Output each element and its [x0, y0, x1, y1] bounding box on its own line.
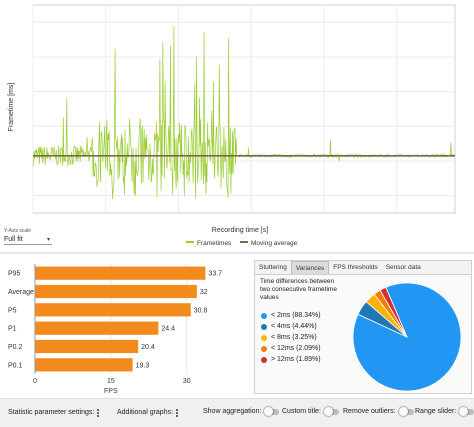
additional-graphs-label: Additional graphs:	[117, 409, 174, 417]
x-axis-label: Recording time [s]	[212, 227, 268, 234]
dot-icon	[261, 312, 267, 319]
legend-item: < 12ms (2.09%)	[261, 343, 321, 354]
bar-value-label: 20.4	[141, 344, 155, 351]
custom-title-toggle[interactable]	[323, 406, 339, 416]
fps-bar	[35, 339, 139, 354]
fps-bar	[35, 284, 197, 299]
y-scale-select[interactable]: Full fit ▾	[4, 236, 52, 245]
panel-divider[interactable]	[0, 252, 474, 254]
range-slider-option: Range slider:	[415, 406, 474, 416]
bar-value-label: 30.8	[194, 307, 208, 314]
chart-legend: Frametimes Moving average	[186, 240, 298, 247]
show-aggregation-toggle[interactable]	[264, 406, 280, 416]
tab-fps-thresholds[interactable]: FPS thresholds	[333, 264, 378, 271]
fps-bar-chart: 0 15 30 P95 33.7 Average 32 P5 30.8 P1 24.4 P0.2 20.…	[8, 264, 222, 395]
custom-title-option: Custom title:	[282, 406, 339, 416]
legend-moving-average: Moving average	[251, 240, 298, 247]
legend-frametimes: Frametimes	[197, 240, 232, 247]
bar-value-label: 24.4	[161, 326, 175, 333]
fps-bar	[35, 321, 159, 335]
range-slider-label: Range slider:	[415, 408, 457, 415]
legend-label: > 12ms (1.89%)	[271, 356, 321, 363]
remove-outliers-label: Remove outliers:	[343, 408, 396, 415]
variances-title: Time differences between two consecutive…	[260, 278, 337, 301]
fps-bar	[35, 358, 133, 372]
dot-icon	[261, 345, 267, 352]
dot-icon	[261, 356, 267, 363]
plot-area	[32, 4, 456, 214]
variances-legend: < 2ms (88.34%) < 4ms (4.44%) < 8ms (3.25…	[261, 310, 321, 365]
statistics-tabs: Stuttering Variances FPS thresholds Sens…	[255, 261, 471, 275]
frametime-chart-panel: Frametimes Moving average Frametime [ms]…	[4, 4, 456, 247]
category-label: P1	[8, 326, 17, 333]
legend-label: < 12ms (2.09%)	[271, 345, 321, 352]
legend-item: < 2ms (88.34%)	[261, 310, 321, 321]
legend-item: < 4ms (4.44%)	[261, 321, 321, 332]
bottom-options-bar: Statistic parameter settings: Additional…	[0, 398, 474, 427]
more-vert-icon[interactable]	[97, 408, 100, 418]
fps-bar	[35, 303, 191, 317]
show-aggregation-option: Show aggregation:	[203, 406, 280, 416]
fps-bar	[35, 266, 206, 280]
legend-label: < 8ms (3.25%)	[271, 334, 317, 341]
x-tick-label: 30	[183, 378, 191, 385]
bar-value-label: 33.7	[208, 271, 222, 278]
custom-title-label: Custom title:	[282, 408, 321, 415]
show-aggregation-label: Show aggregation:	[203, 408, 262, 415]
dot-icon	[261, 334, 267, 341]
bar-value-label: 19.3	[136, 362, 150, 369]
dot-icon	[261, 323, 267, 330]
x-tick-label: 0	[33, 378, 37, 385]
y-scale-label: Y-Axis scale	[4, 228, 32, 234]
statistic-settings-option: Statistic parameter settings:	[8, 408, 100, 418]
range-slider-toggle[interactable]	[459, 406, 474, 416]
statistics-panel: Stuttering Variances FPS thresholds Sens…	[254, 260, 472, 394]
y-scale-value: Full fit	[4, 236, 23, 243]
category-label: P0.1	[8, 362, 23, 369]
legend-item: < 8ms (3.25%)	[261, 332, 321, 343]
pie-slice	[379, 286, 408, 338]
fps-bar-chart-panel: 0 15 30 P95 33.7 Average 32 P5 30.8 P1 24.4 P0.2 20.…	[0, 256, 250, 396]
legend-item: > 12ms (1.89%)	[261, 354, 321, 365]
tab-sensor-data[interactable]: Sensor data	[385, 264, 421, 271]
category-label: Average	[8, 289, 34, 296]
more-vert-icon[interactable]	[176, 408, 179, 418]
y-axis-label: Frametime [ms]	[8, 83, 15, 132]
tab-variances[interactable]: Variances	[290, 261, 330, 274]
legend-label: < 4ms (4.44%)	[271, 323, 317, 330]
legend-label: < 2ms (88.34%)	[271, 312, 321, 319]
remove-outliers-option: Remove outliers:	[343, 406, 414, 416]
chevron-down-icon: ▾	[46, 237, 50, 243]
category-label: P95	[8, 271, 21, 278]
category-label: P5	[8, 307, 17, 314]
remove-outliers-toggle[interactable]	[398, 406, 414, 416]
additional-graphs-option: Additional graphs:	[117, 408, 179, 418]
variances-pie-chart	[352, 282, 462, 392]
statistic-settings-label: Statistic parameter settings:	[8, 409, 95, 417]
tab-stuttering[interactable]: Stuttering	[259, 264, 287, 271]
bar-value-label: 32	[200, 289, 208, 296]
category-label: P0.2	[8, 344, 23, 351]
x-tick-label: 15	[107, 378, 115, 385]
frametime-chart: Frametimes Moving average Frametime [ms]…	[8, 4, 456, 247]
x-axis-label: FPS	[104, 388, 118, 395]
